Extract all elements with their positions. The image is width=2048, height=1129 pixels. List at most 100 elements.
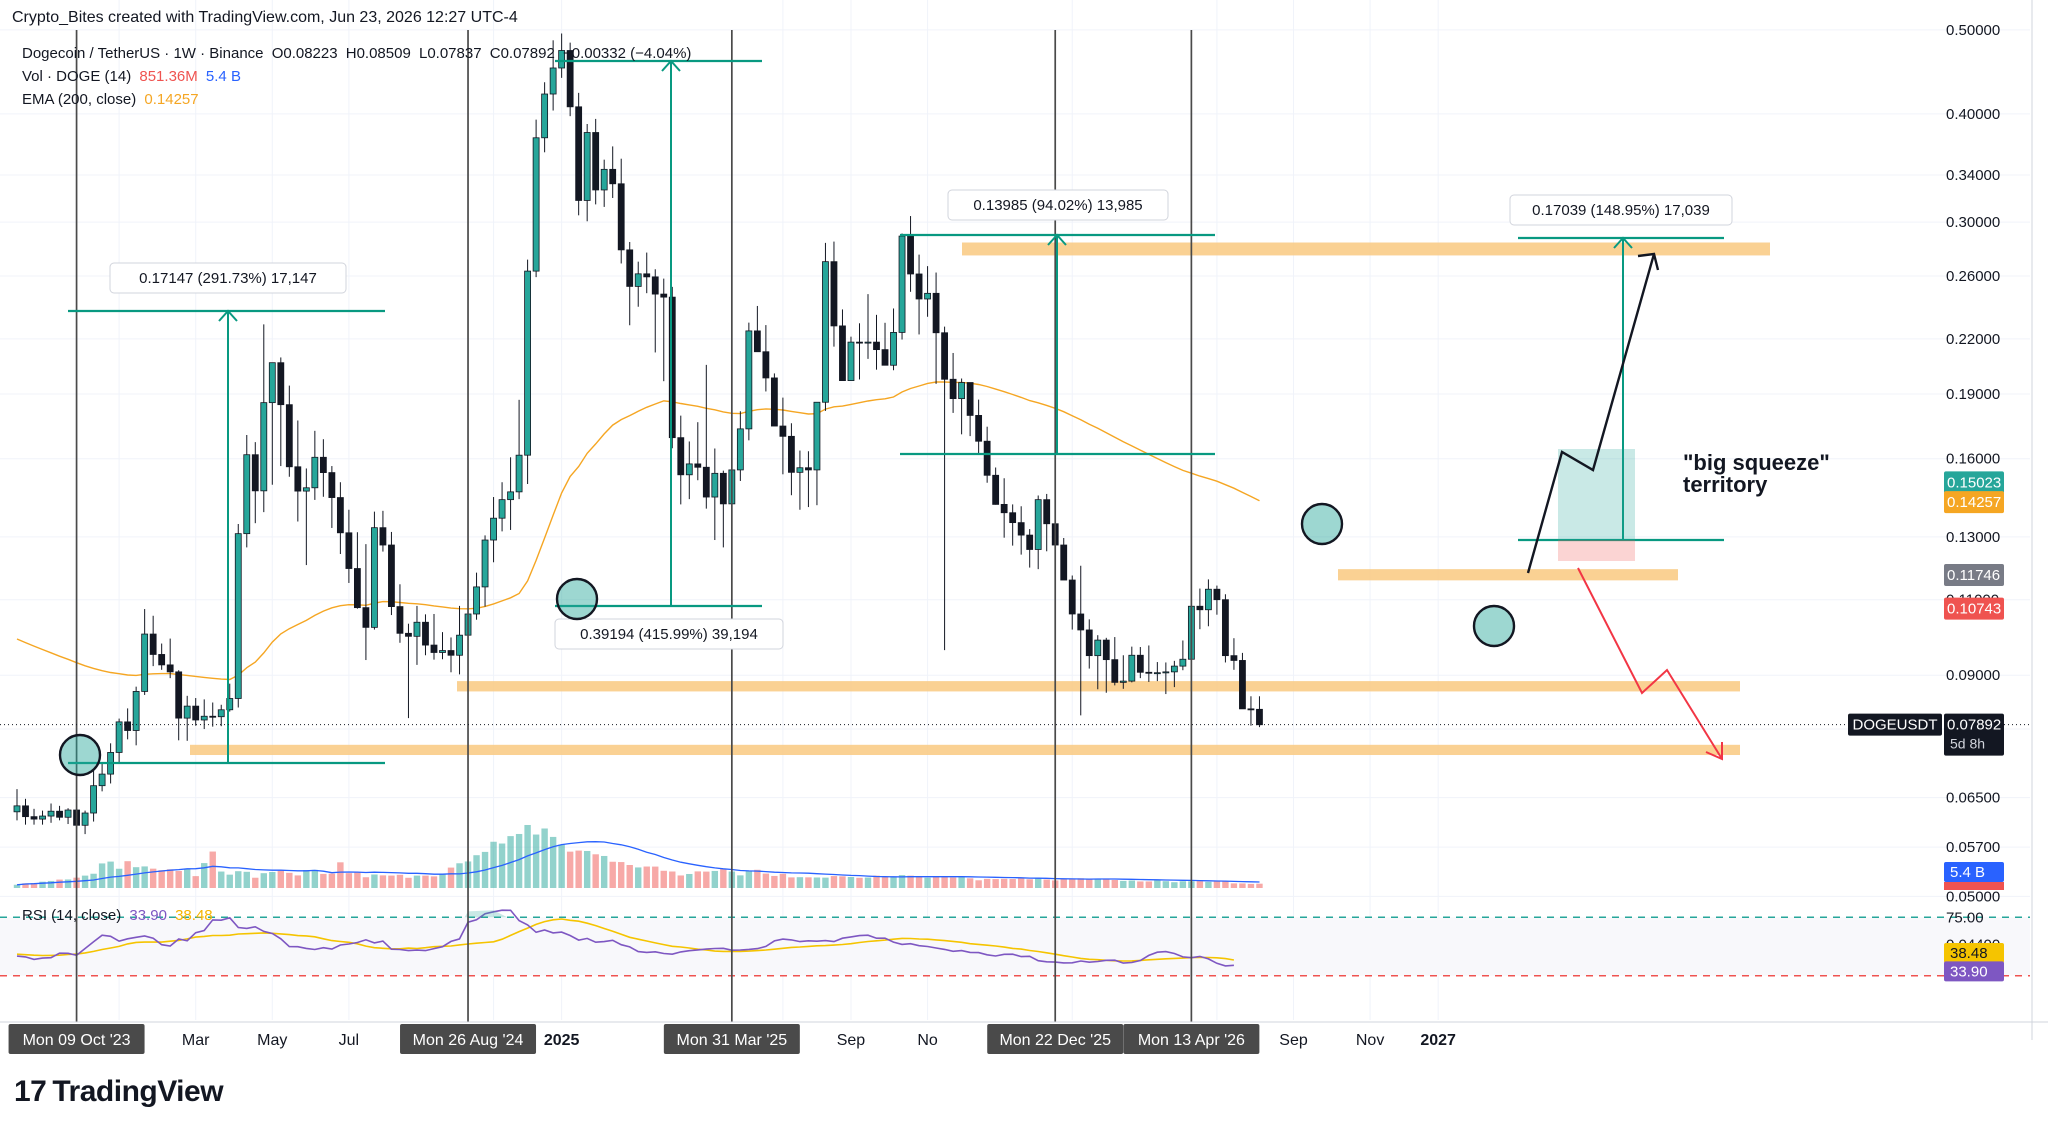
- candle-body: [813, 401, 821, 471]
- price-tag: [1944, 597, 2004, 620]
- measure-label-box: [554, 618, 784, 650]
- rsi-tag: [1944, 942, 2004, 963]
- candle-body: [1085, 629, 1093, 657]
- candle-body: [992, 474, 1000, 505]
- volume-bar: [388, 875, 395, 888]
- volume-bar: [56, 879, 63, 888]
- volume-bar: [949, 877, 957, 888]
- candle: [830, 241, 838, 347]
- volume-bar: [22, 883, 29, 888]
- candle-body: [770, 377, 778, 427]
- volume-bar: [583, 850, 591, 888]
- volume-bar: [90, 873, 97, 888]
- drawings[interactable]: 0.17147 (291.73%) 17,147 0.39194 (415.99%…: [0, 59, 2030, 777]
- candle: [56, 805, 63, 821]
- candle: [711, 448, 719, 541]
- volume-bar: [226, 874, 233, 888]
- volume-bar: [737, 875, 744, 888]
- volume-bar: [218, 871, 225, 888]
- volume-bar: [1230, 883, 1238, 888]
- volume-bar: [566, 851, 574, 888]
- candle-body: [966, 382, 974, 416]
- candle: [719, 470, 727, 548]
- candle-body: [549, 67, 557, 95]
- candle-body: [345, 532, 353, 569]
- candle: [898, 233, 906, 340]
- candle: [1128, 646, 1136, 683]
- volume-bar: [158, 870, 165, 888]
- candle: [209, 702, 217, 727]
- candle: [958, 378, 966, 435]
- price-tick-label: 0.22000: [1946, 331, 2000, 348]
- candle-body: [379, 527, 387, 546]
- legend-volume-row: Vol · DOGE (14) 851.36M 5.4 B: [22, 68, 245, 85]
- candle-body: [268, 362, 276, 404]
- candle: [702, 364, 710, 509]
- candle: [770, 373, 778, 427]
- volume-bar: [39, 881, 46, 888]
- volume-bar: [379, 875, 387, 888]
- target-box: [1558, 449, 1635, 540]
- candle: [975, 399, 983, 454]
- candle: [677, 415, 685, 505]
- candle: [1230, 638, 1238, 670]
- candle: [566, 42, 574, 117]
- volume-bar: [694, 871, 701, 888]
- candle: [1239, 652, 1246, 710]
- price-tick-label: 0.13000: [1946, 529, 2000, 546]
- price-tag: [1944, 491, 2004, 514]
- candle: [396, 584, 404, 643]
- candle: [1222, 594, 1229, 663]
- candle-body: [1153, 672, 1161, 675]
- candle: [319, 439, 327, 497]
- candle: [1034, 495, 1042, 570]
- candle-body: [856, 341, 863, 344]
- candle: [626, 241, 634, 326]
- candle: [277, 357, 285, 467]
- candle: [1094, 635, 1102, 690]
- date-marker-label: Mon 13 Apr '26: [1138, 1032, 1245, 1049]
- volume-bar: [286, 872, 293, 888]
- chart-credit: Crypto_Bites created with TradingView.co…: [12, 9, 518, 26]
- candle: [873, 314, 880, 370]
- candle-body: [1017, 522, 1025, 536]
- legend-rsi-label[interactable]: RSI (14, close): [22, 907, 122, 924]
- candle-body: [694, 463, 702, 468]
- candle: [328, 466, 336, 528]
- volume-bar: [192, 876, 199, 888]
- candle: [13, 789, 21, 821]
- candle: [694, 422, 702, 481]
- volume-bar: [1077, 878, 1084, 888]
- volume-bar: [1086, 879, 1093, 888]
- candle: [166, 638, 174, 679]
- candle-body: [285, 404, 293, 468]
- candle-body: [1000, 503, 1008, 514]
- volume-bar: [609, 861, 616, 888]
- time-tick-label: No: [917, 1032, 938, 1049]
- candle-body: [30, 816, 38, 820]
- measure-arrow-head: [1613, 236, 1633, 249]
- legend-vol-label[interactable]: Vol · DOGE (14): [22, 68, 132, 85]
- volume-ma-line: [16, 841, 1260, 886]
- volume-bar: [1009, 879, 1016, 888]
- candle-body: [507, 491, 514, 501]
- candle-body: [132, 691, 140, 731]
- candle: [498, 482, 506, 532]
- candle-body: [1205, 588, 1212, 611]
- legend-symbol[interactable]: Dogecoin / TetherUS · 1W · Binance: [22, 45, 264, 62]
- candle: [430, 613, 438, 660]
- legend-ema-value: 0.14257: [144, 91, 199, 108]
- candle-body: [22, 805, 29, 818]
- volume-bar: [413, 875, 421, 888]
- volume-bar: [1196, 881, 1204, 888]
- volume-bar: [1111, 879, 1118, 888]
- legend-ema-label[interactable]: EMA (200, close): [22, 91, 137, 108]
- candlesticks: [13, 33, 1263, 835]
- candle-body: [251, 454, 259, 492]
- candle-body: [873, 341, 880, 351]
- candle-body: [430, 644, 438, 653]
- measure-arrow-head: [1047, 233, 1067, 246]
- date-marker-label: Mon 26 Aug '24: [413, 1032, 524, 1049]
- price-tick-label: 0.16000: [1946, 451, 2000, 468]
